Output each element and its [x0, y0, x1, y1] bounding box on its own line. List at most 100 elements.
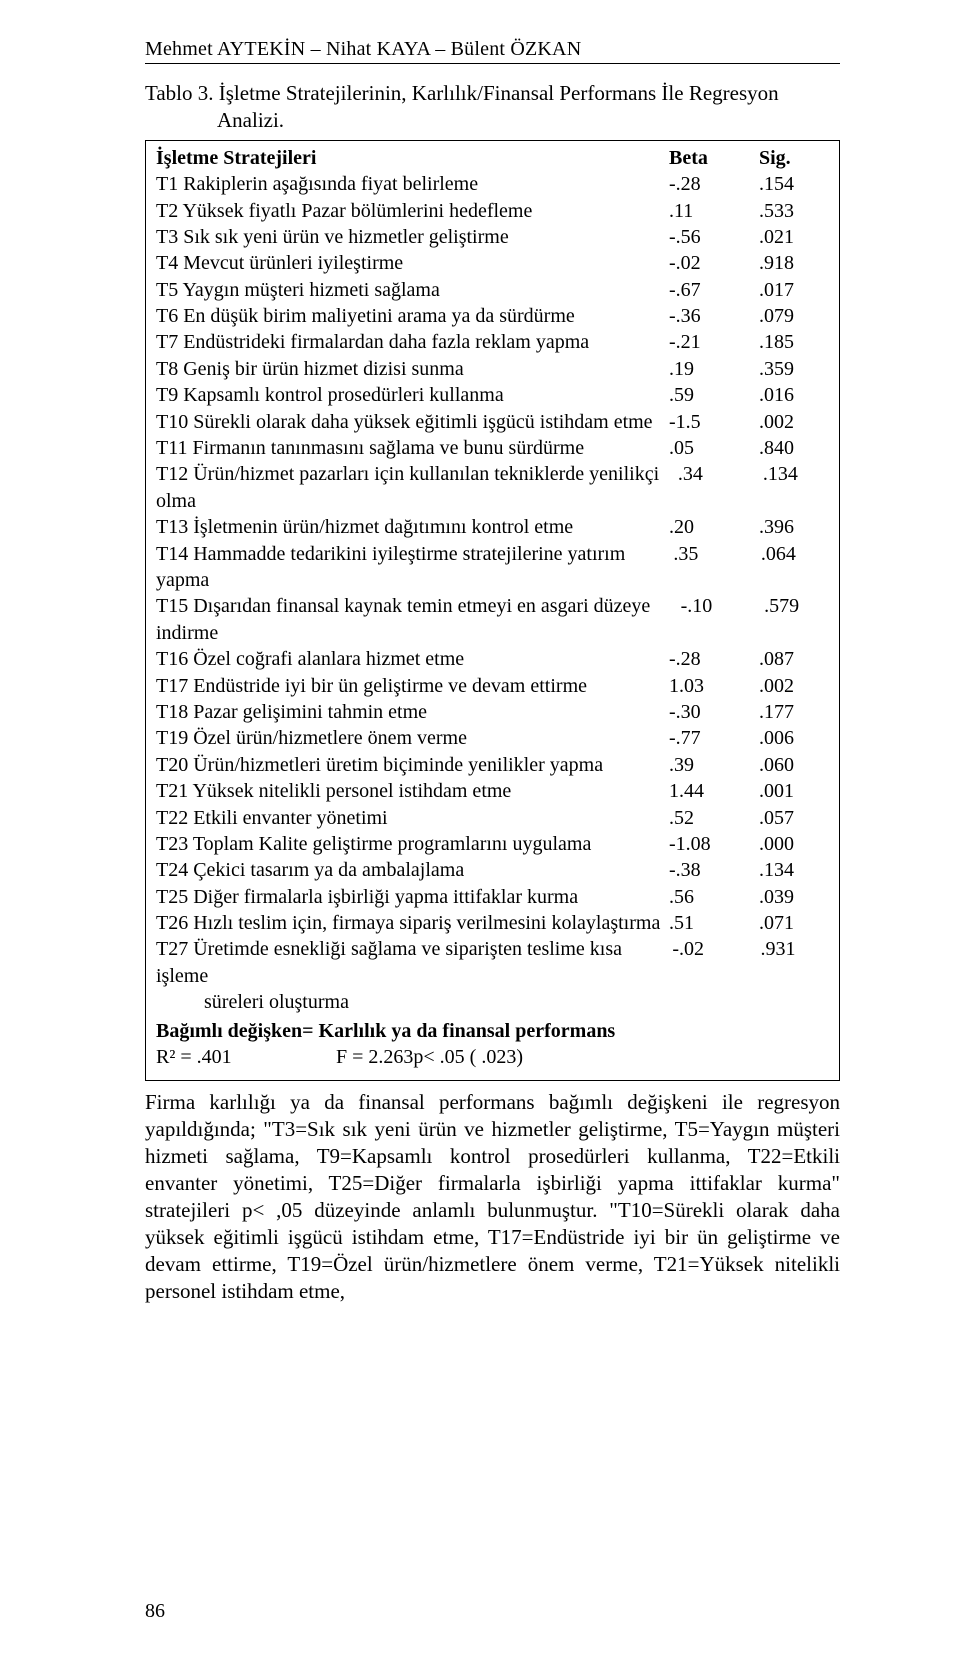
row-beta: .59	[669, 382, 759, 408]
table-title: Tablo 3. İşletme Stratejilerinin, Karlıl…	[145, 80, 840, 134]
row-label: T26 Hızlı teslim için, firmaya sipariş v…	[156, 910, 669, 936]
row-sig: .185	[759, 329, 829, 355]
row-sig: .000	[759, 831, 829, 857]
row-sig: .016	[759, 382, 829, 408]
row-beta: -.38	[669, 857, 759, 883]
r2-f-line: R² = .401 F = 2.263p< .05 ( .023)	[156, 1044, 829, 1070]
table-row: T2 Yüksek fiyatlı Pazar bölümlerini hede…	[156, 198, 829, 224]
table-row: T14 Hammadde tedarikini iyileştirme stra…	[156, 541, 829, 594]
table-row: T23 Toplam Kalite geliştirme programları…	[156, 831, 829, 857]
row-beta: .19	[669, 356, 759, 382]
regression-table: İşletme Stratejileri Beta Sig. T1 Rakipl…	[145, 140, 840, 1082]
table-row: T13 İşletmenin ürün/hizmet dağıtımını ko…	[156, 514, 829, 540]
table-row: T27 Üretimde esnekliği sağlama ve sipari…	[156, 936, 829, 989]
row-sig: .396	[759, 514, 829, 540]
r2-value: R² = .401	[156, 1044, 336, 1070]
row-label: T6 En düşük birim maliyetini arama ya da…	[156, 303, 669, 329]
row-beta: -.28	[669, 646, 759, 672]
table-title-line1: Tablo 3. İşletme Stratejilerinin, Karlıl…	[145, 81, 779, 105]
row-beta: .52	[669, 805, 759, 831]
row-label: T9 Kapsamlı kontrol prosedürleri kullanm…	[156, 382, 669, 408]
table-row: T10 Sürekli olarak daha yüksek eğitimli …	[156, 409, 829, 435]
table-row: T18 Pazar gelişimini tahmin etme-.30.177	[156, 699, 829, 725]
row-continuation: süreleri oluşturma	[156, 989, 829, 1015]
row-label: T2 Yüksek fiyatlı Pazar bölümlerini hede…	[156, 198, 669, 224]
table-header: İşletme Stratejileri Beta Sig.	[156, 145, 829, 171]
row-sig: .001	[759, 778, 829, 804]
row-beta: .11	[669, 198, 759, 224]
table-row: T11 Firmanın tanınmasını sağlama ve bunu…	[156, 435, 829, 461]
row-beta: .39	[669, 752, 759, 778]
row-beta: -.02	[672, 936, 760, 962]
row-label: T16 Özel coğrafi alanlara hizmet etme	[156, 646, 669, 672]
table-row: T26 Hızlı teslim için, firmaya sipariş v…	[156, 910, 829, 936]
row-label: T17 Endüstride iyi bir ün geliştirme ve …	[156, 673, 669, 699]
table-row: T16 Özel coğrafi alanlara hizmet etme-.2…	[156, 646, 829, 672]
table-row: T15 Dışarıdan finansal kaynak temin etme…	[156, 593, 829, 646]
row-sig: .840	[759, 435, 829, 461]
authors-line: Mehmet AYTEKİN – Nihat KAYA – Bülent ÖZK…	[145, 38, 840, 64]
page: Mehmet AYTEKİN – Nihat KAYA – Bülent ÖZK…	[0, 0, 960, 1663]
row-sig: .017	[759, 277, 829, 303]
row-label: T1 Rakiplerin aşağısında fiyat belirleme	[156, 171, 669, 197]
row-beta: -.21	[669, 329, 759, 355]
table-row: T25 Diğer firmalarla işbirliği yapma itt…	[156, 884, 829, 910]
row-label: T15 Dışarıdan finansal kaynak temin etme…	[156, 593, 681, 646]
row-label: T10 Sürekli olarak daha yüksek eğitimli …	[156, 409, 669, 435]
table-row: T5 Yaygın müşteri hizmeti sağlama-.67.01…	[156, 277, 829, 303]
table-row: T3 Sık sık yeni ürün ve hizmetler gelişt…	[156, 224, 829, 250]
table-row: T21 Yüksek nitelikli personel istihdam e…	[156, 778, 829, 804]
row-sig: .087	[759, 646, 829, 672]
row-label: T13 İşletmenin ürün/hizmet dağıtımını ko…	[156, 514, 669, 540]
row-sig: .002	[759, 409, 829, 435]
row-label: T7 Endüstrideki firmalardan daha fazla r…	[156, 329, 669, 355]
table-row: T6 En düşük birim maliyetini arama ya da…	[156, 303, 829, 329]
row-label: T14 Hammadde tedarikini iyileştirme stra…	[156, 541, 673, 594]
row-beta: .05	[669, 435, 759, 461]
table-row: T1 Rakiplerin aşağısında fiyat belirleme…	[156, 171, 829, 197]
row-label: T3 Sık sık yeni ürün ve hizmetler gelişt…	[156, 224, 669, 250]
row-label: T20 Ürün/hizmetleri üretim biçiminde yen…	[156, 752, 669, 778]
row-label: T4 Mevcut ürünleri iyileştirme	[156, 250, 669, 276]
row-sig: .154	[759, 171, 829, 197]
row-sig: .021	[759, 224, 829, 250]
table-row: T19 Özel ürün/hizmetlere önem verme-.77.…	[156, 725, 829, 751]
row-beta: -.36	[669, 303, 759, 329]
dependent-variable: Bağımlı değişken= Karlılık ya da finansa…	[156, 1018, 829, 1044]
row-beta: 1.03	[669, 673, 759, 699]
row-sig: .064	[761, 541, 829, 567]
row-label: T5 Yaygın müşteri hizmeti sağlama	[156, 277, 669, 303]
body-paragraph: Firma karlılığı ya da finansal performan…	[145, 1089, 840, 1304]
table-row: T24 Çekici tasarım ya da ambalajlama-.38…	[156, 857, 829, 883]
row-beta: .35	[673, 541, 761, 567]
row-label: T12 Ürün/hizmet pazarları için kullanıla…	[156, 461, 678, 514]
row-sig: .579	[764, 593, 829, 619]
row-beta: -.30	[669, 699, 759, 725]
table-row: T17 Endüstride iyi bir ün geliştirme ve …	[156, 673, 829, 699]
row-sig: .039	[759, 884, 829, 910]
row-beta: .51	[669, 910, 759, 936]
row-sig: .177	[759, 699, 829, 725]
dep-var-label: Bağımlı değişken= Karlılık ya da finansa…	[156, 1020, 615, 1042]
row-beta: -.67	[669, 277, 759, 303]
row-sig: .931	[760, 936, 829, 962]
row-label: T22 Etkili envanter yönetimi	[156, 805, 669, 831]
header-beta: Beta	[669, 145, 759, 171]
row-label: T18 Pazar gelişimini tahmin etme	[156, 699, 669, 725]
row-beta: -1.5	[669, 409, 759, 435]
row-beta: -1.08	[669, 831, 759, 857]
row-beta: -.02	[669, 250, 759, 276]
row-sig: .006	[759, 725, 829, 751]
row-sig: .918	[759, 250, 829, 276]
row-beta: 1.44	[669, 778, 759, 804]
row-label: T8 Geniş bir ürün hizmet dizisi sunma	[156, 356, 669, 382]
page-number: 86	[145, 1600, 165, 1623]
row-sig: .533	[759, 198, 829, 224]
table-row: T8 Geniş bir ürün hizmet dizisi sunma.19…	[156, 356, 829, 382]
row-sig: .071	[759, 910, 829, 936]
row-beta: -.28	[669, 171, 759, 197]
row-label: T19 Özel ürün/hizmetlere önem verme	[156, 725, 669, 751]
row-sig: .060	[759, 752, 829, 778]
header-label: İşletme Stratejileri	[156, 145, 669, 171]
row-beta: .34	[678, 461, 763, 487]
